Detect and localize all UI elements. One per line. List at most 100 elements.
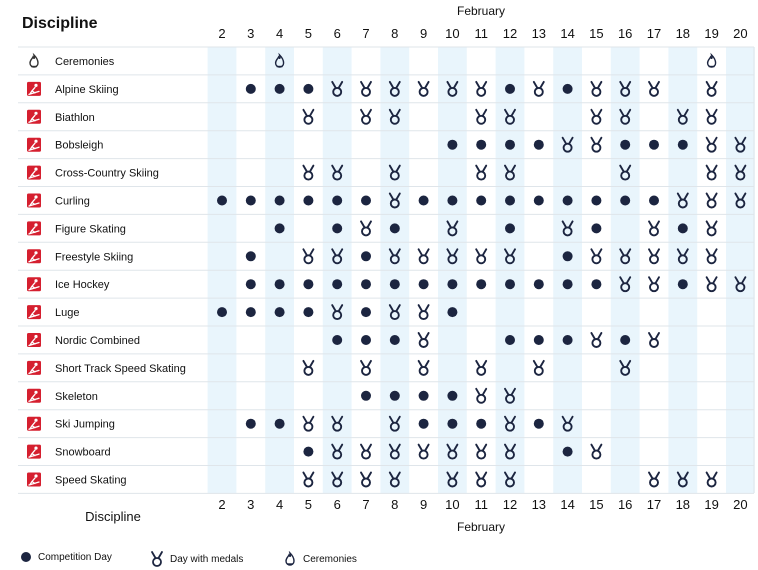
day-label: 13 [532, 26, 546, 41]
competition-day-marker [591, 223, 602, 234]
day-label: 15 [589, 497, 603, 512]
competition-day-marker [620, 335, 631, 345]
competition-day-marker [533, 195, 544, 206]
medal-day-marker [417, 80, 430, 97]
medal-day-marker [734, 164, 747, 181]
medal-day-marker [302, 108, 315, 125]
competition-day-marker [418, 279, 429, 290]
medal-day-marker [446, 80, 459, 97]
competition-day-marker [562, 83, 573, 94]
competition-day-marker [476, 418, 487, 429]
header-month-label: February [457, 4, 505, 18]
competition-day-marker [591, 195, 602, 206]
medal-day-marker [331, 80, 344, 97]
medal-day-marker [648, 80, 660, 97]
competition-day-marker [418, 390, 429, 401]
medal-day-marker [417, 332, 430, 348]
day-label: 11 [474, 26, 488, 41]
medal-day-marker [504, 443, 516, 460]
discipline-row: Biathlon [27, 108, 718, 125]
competition-day-marker [476, 195, 487, 206]
medal-day-marker [532, 80, 545, 97]
discipline-row: Curling [27, 192, 747, 209]
competition-day-marker [562, 446, 573, 457]
medal-day-marker [504, 248, 516, 265]
medal-day-marker [417, 443, 430, 460]
day-label: 17 [647, 26, 661, 41]
luge-icon [27, 305, 41, 320]
medal-day-marker [590, 108, 603, 125]
ice-hockey-icon [27, 277, 41, 292]
discipline-row: Ice Hockey [27, 276, 747, 293]
discipline-row: Figure Skating [27, 220, 718, 237]
legend-ceremonies: Ceremonies [283, 551, 357, 567]
medal-day-marker [590, 136, 603, 153]
day-label: 3 [247, 26, 254, 41]
discipline-row: Nordic Combined [27, 332, 660, 348]
competition-day-marker [361, 307, 371, 318]
discipline-name: Cross-Country Skiing [55, 168, 159, 180]
competition-day-marker [677, 279, 688, 290]
competition-day-marker [533, 139, 544, 150]
medal-day-marker [302, 164, 315, 181]
competition-day-marker [505, 223, 515, 234]
competition-day-marker [447, 390, 458, 401]
competition-day-marker [245, 307, 256, 318]
medal-icon [151, 551, 163, 567]
discipline-name: Ceremonies [55, 56, 115, 68]
competition-day-marker [245, 83, 256, 94]
medal-day-marker [417, 248, 430, 265]
medal-day-marker [475, 108, 488, 125]
medal-day-marker [619, 248, 632, 265]
competition-day-marker [274, 223, 285, 234]
discipline-row: Ski Jumping [27, 415, 574, 432]
legend-medals: Day with medals [150, 551, 243, 567]
day-label: 8 [391, 497, 398, 512]
discipline-name: Figure Skating [55, 223, 126, 235]
medal-day-marker [302, 471, 315, 488]
competition-day-marker [245, 195, 256, 206]
day-label: 5 [305, 497, 312, 512]
medal-day-marker [705, 80, 718, 97]
skeleton-icon [27, 388, 41, 403]
medal-day-marker [648, 248, 660, 265]
medal-day-marker [446, 220, 459, 237]
competition-day-marker [476, 139, 487, 150]
medal-day-marker [388, 192, 401, 209]
discipline-row: Luge [27, 304, 458, 321]
medal-day-marker [705, 164, 718, 181]
legend: Competition Day Day with medals Ceremoni… [0, 548, 758, 570]
medal-day-marker [532, 359, 545, 376]
medal-day-marker [302, 359, 315, 376]
competition-day-marker [505, 83, 515, 94]
discipline-row: Freestyle Skiing [27, 248, 718, 265]
competition-day-marker [649, 139, 659, 150]
day-label: 6 [334, 497, 341, 512]
medal-day-marker [705, 108, 718, 125]
medal-day-marker [331, 248, 344, 265]
competition-day-marker [447, 139, 458, 150]
medal-day-marker [590, 80, 603, 97]
medal-day-marker [475, 471, 488, 488]
competition-day-marker [533, 418, 544, 429]
medal-day-marker [388, 80, 401, 97]
ceremony-marker [274, 52, 285, 68]
day-label: 18 [676, 497, 690, 512]
medal-day-marker [590, 248, 603, 265]
medal-day-marker [417, 359, 430, 376]
medal-day-marker [475, 80, 488, 97]
medal-day-marker [360, 108, 372, 125]
competition-day-marker [245, 279, 256, 290]
medal-day-marker [648, 220, 660, 237]
discipline-name: Freestyle Skiing [55, 251, 133, 263]
medal-day-marker [504, 108, 516, 125]
medal-day-marker [331, 304, 344, 321]
day-label: 4 [276, 497, 283, 512]
medal-day-marker [388, 164, 401, 181]
competition-day-marker [677, 139, 688, 150]
medal-day-marker [504, 387, 516, 404]
medal-day-marker [676, 471, 689, 488]
medal-day-marker [734, 192, 747, 209]
day-label: 18 [676, 26, 690, 41]
medal-day-marker [302, 415, 315, 432]
